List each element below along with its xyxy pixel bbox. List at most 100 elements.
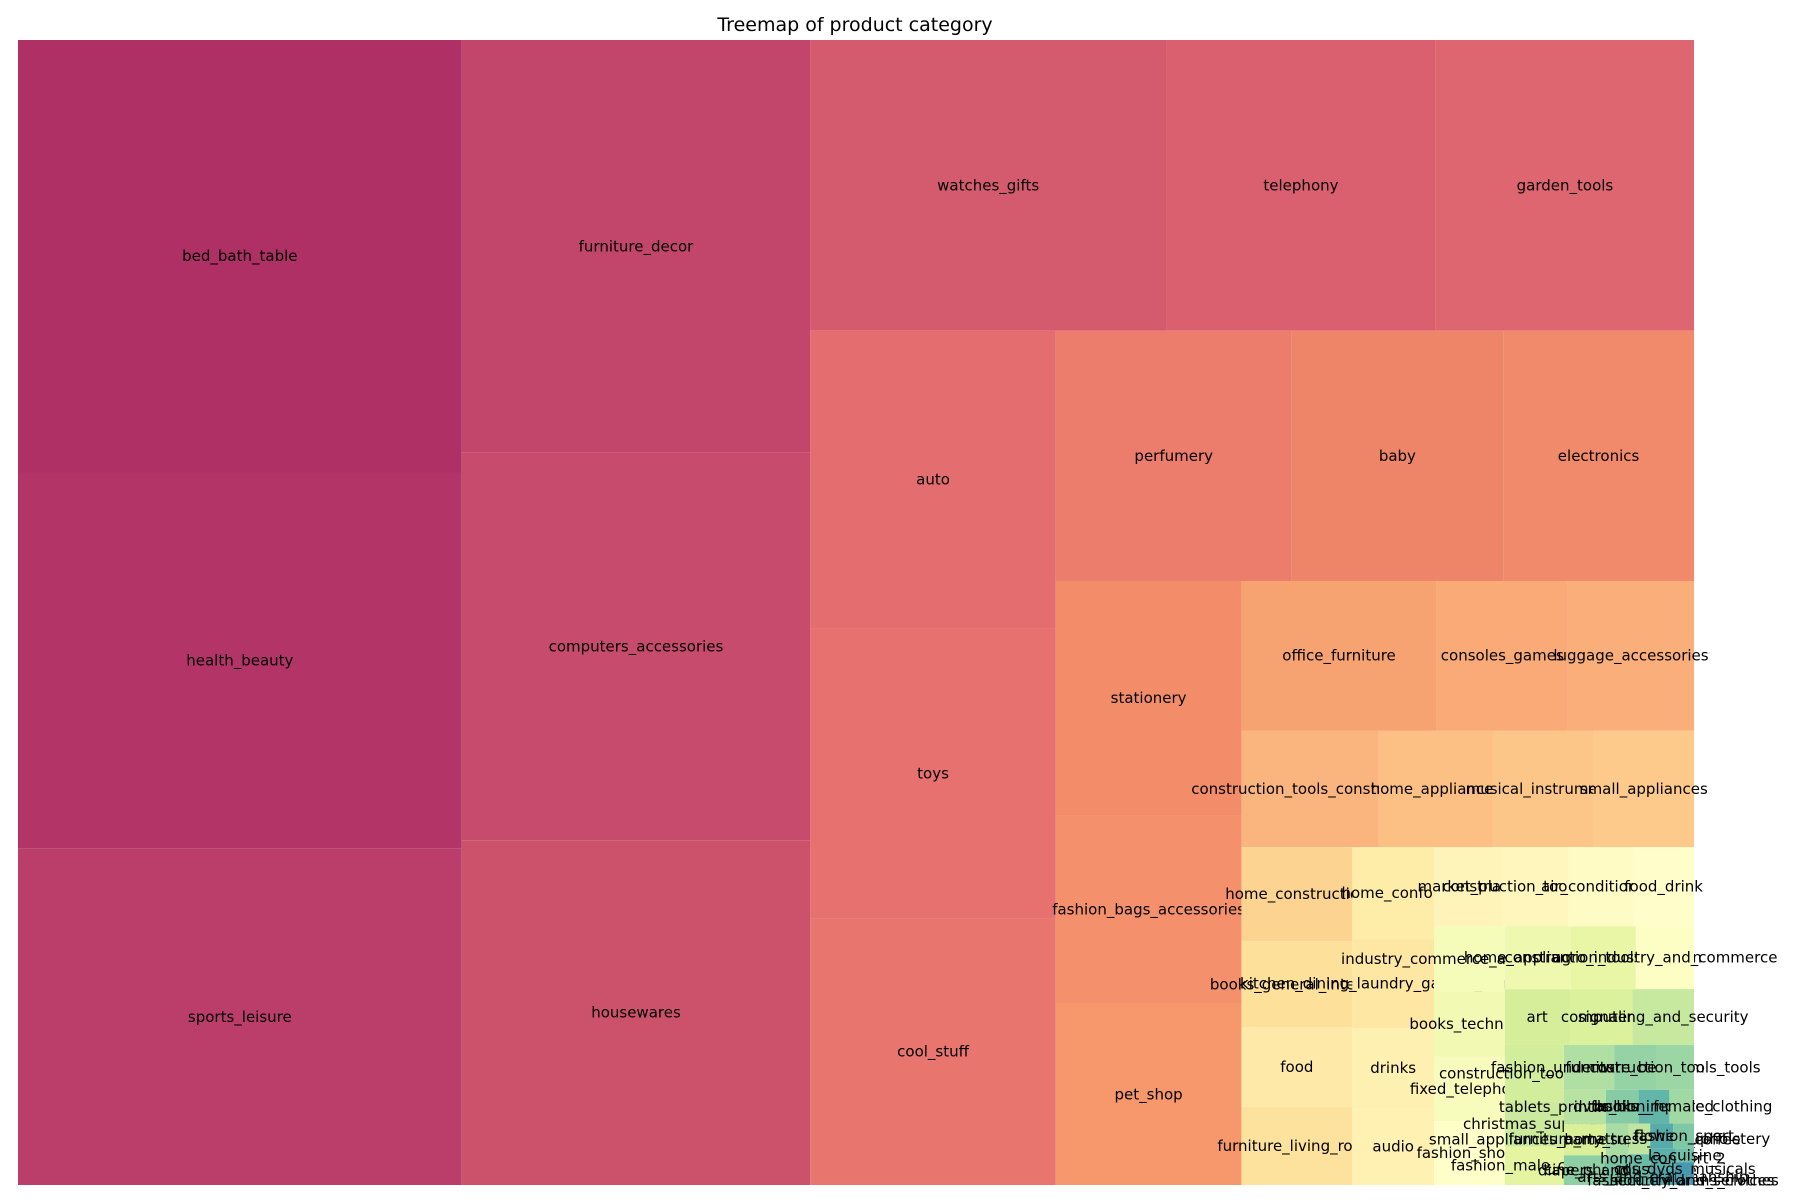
treemap-rect [1628,1123,1651,1155]
treemap-rect [1568,847,1634,927]
treemap-rect [1650,1123,1674,1149]
treemap-label: security_and_services [1610,1171,1775,1190]
treemap-rect [1614,1044,1656,1090]
treemap-cell-housewares: housewares [461,840,811,1185]
treemap-rect [1605,1089,1639,1124]
treemap-rect [1434,847,1502,927]
treemap-rect [1241,941,1353,1028]
treemap-label: cool_stuff [897,1043,969,1062]
treemap-label: books_general_interest [1210,975,1384,994]
treemap-rect [461,40,811,453]
treemap-cell-baby: baby [1291,330,1504,581]
treemap-cell-bed_bath_table: bed_bath_table [18,40,462,473]
treemap-rect [461,840,811,1185]
treemap-cell-security_and_services: security_and_services [1610,1171,1775,1190]
treemap-label: construction_tools_construction [1191,780,1429,799]
treemap-rect [1352,1028,1435,1109]
treemap-label: food_drink [1624,878,1703,897]
treemap-rect [1673,1123,1694,1149]
treemap-rect [1352,1108,1435,1185]
treemap-rect [1563,1089,1606,1125]
treemap-label: cine_photo [1544,1161,1626,1180]
treemap-label: fixed_telephony [1410,1080,1529,1099]
treemap-label: computers_accessories [549,637,724,656]
treemap-cell-art: art [1504,989,1570,1045]
treemap-label: la_cuisine [1648,1146,1722,1165]
treemap-label: fashion_bags_accessories [1052,900,1245,919]
treemap-label: food [1280,1058,1313,1076]
treemap-cell-stationery: stationery [1055,580,1242,816]
treemap-label: drinks [1370,1059,1416,1077]
treemap-cell-fashion_bags_accessories: fashion_bags_accessories [1052,815,1245,1004]
treemap-rect [1504,1044,1564,1102]
treemap-rect [1378,730,1493,848]
treemap-rect [1435,40,1694,331]
treemap-rect [1593,730,1694,848]
treemap-cell-sports_leisure: sports_leisure [18,848,462,1185]
treemap-cell-electronics: electronics [1503,330,1694,581]
treemap-rect [1690,1175,1694,1185]
treemap-rect [810,918,1056,1185]
treemap-label: housewares [591,1004,681,1022]
treemap-rect [1501,847,1569,927]
treemap-rect [1633,847,1694,927]
treemap-cell-toys: toys [810,628,1056,919]
treemap-cell-computers: computers [1561,989,1641,1045]
treemap-label: market_place [1417,878,1518,897]
treemap-label: costruction_tools_tools [1589,1058,1760,1077]
treemap-rect [1241,1027,1353,1107]
treemap-cell-audio: audio [1352,1108,1435,1185]
treemap-cell-pet_shop: pet_shop [1055,1003,1242,1185]
treemap-rect [1655,1044,1694,1090]
treemap-rect [1241,847,1353,942]
treemap-rect [18,848,462,1185]
treemap-label: furniture_mattress_and_upholstery [1509,1130,1771,1149]
treemap-rect [1434,926,1505,992]
treemap-rect [1241,730,1379,848]
treemap-label: home_confort [1341,884,1445,903]
treemap-rect [1291,330,1504,581]
treemap-cell-fashion_female_clothing: fashion_female_clothing [1591,1089,1773,1124]
treemap-rect [810,330,1056,629]
treemap-cell-la_cuisine: la_cuisine [1648,1146,1722,1165]
treemap-label: signaling_and_security [1578,1008,1749,1027]
treemap-cell-health_beauty: health_beauty [18,472,462,849]
treemap-cell-computers_accessories: computers_accessories [461,452,811,841]
treemap-rect [1241,580,1437,731]
treemap-rect [1669,1089,1694,1124]
treemap-rect [1675,1162,1694,1176]
treemap-cell-food: food [1241,1027,1353,1107]
treemap-cell-market_place: market_place [1417,847,1519,927]
treemap-cell-food_drink: food_drink [1624,847,1703,927]
treemap-rect [1569,989,1633,1045]
treemap-cell-consoles_games: consoles_games [1436,580,1568,731]
treemap-label: small_appliances [1580,780,1708,799]
treemap-cell-air_conditioning: air_conditioning [1541,847,1661,927]
treemap-cell-office_furniture: office_furniture [1241,580,1437,731]
treemap-label: auto [916,471,950,489]
treemap-rect [1675,1175,1691,1185]
treemap-cell-home_confort: home_confort [1341,847,1445,940]
treemap-cell-fashion_shoes: fashion_shoes [1417,1121,1522,1185]
treemap-rect [1628,1154,1651,1185]
treemap-label: musical_instruments [1466,780,1621,799]
treemap-rect [1632,989,1694,1045]
treemap-label: electronics [1558,447,1640,465]
treemap-label: agro_industry_and_commerce [1552,949,1777,968]
treemap-rect [1434,1121,1505,1185]
treemap-rect [1605,1123,1629,1156]
treemap-rect [1635,926,1694,990]
treemap-rect [1166,40,1436,331]
treemap-rect [810,40,1167,331]
treemap-rect [1504,1146,1564,1185]
treemap-label: fashion_female_clothing [1591,1098,1773,1117]
chart-title: Treemap of product category [717,14,993,36]
treemap-label: stationery [1111,689,1187,707]
treemap-rect [1352,939,1435,1029]
treemap-cell-perfumery: perfumery [1055,330,1292,581]
treemap-cell-auto: auto [810,330,1056,629]
treemap-cell-furniture_mattress_and_upholstery: furniture_mattress_and_upholstery [1509,1123,1771,1155]
treemap-rect [18,40,462,473]
treemap-rect [1504,989,1570,1045]
treemap-cell-small_appliances: small_appliances [1580,730,1708,848]
